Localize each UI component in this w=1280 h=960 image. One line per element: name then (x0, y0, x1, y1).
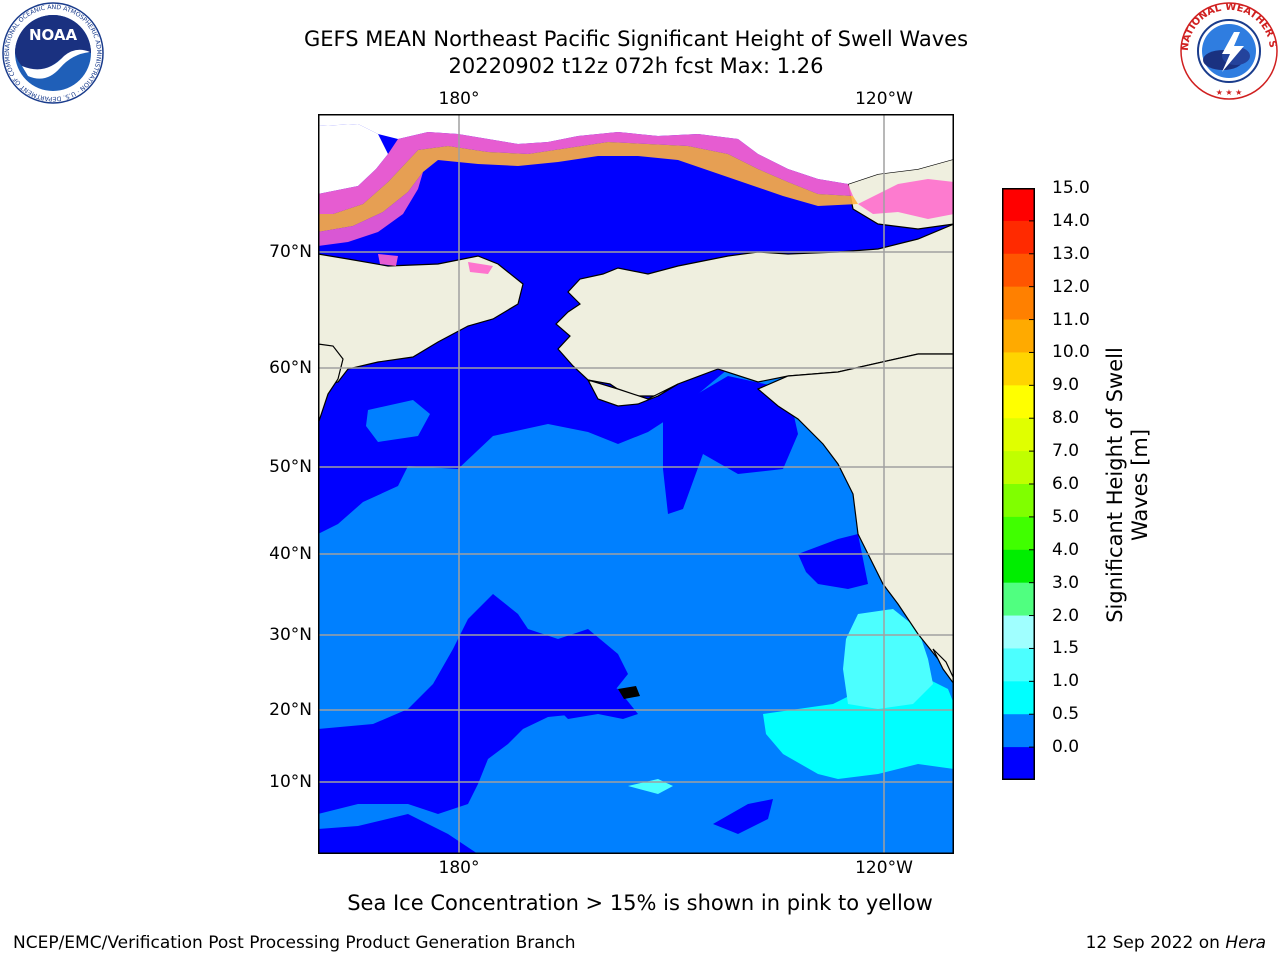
colorbar-tick-label: 11.0 (1052, 309, 1090, 330)
colorbar-swatch (1002, 385, 1035, 419)
footer-date-text: 12 Sep 2022 on (1085, 933, 1220, 953)
land-aleutian-peninsula (586, 379, 679, 407)
colorbar-swatch (1002, 188, 1035, 222)
colorbar-tick-label: 0.0 (1052, 737, 1080, 758)
sea-ice-pink-lower (318, 172, 423, 246)
colorbar-swatch (1002, 681, 1035, 715)
colorbar-label-line2: Waves [m] (1128, 428, 1152, 542)
colorbar-swatch (1002, 747, 1035, 780)
colorbar-swatch (1002, 220, 1035, 255)
colorbar-tick-label: 14.0 (1052, 210, 1090, 231)
colorbar (1002, 188, 1035, 780)
swell-height-map (318, 114, 954, 854)
colorbar-swatch (1002, 615, 1035, 649)
colorbar-swatch (1002, 352, 1035, 386)
lat-label-60n: 60°N (269, 358, 312, 378)
sea-ice-white (318, 114, 954, 184)
colorbar-tick-label: 9.0 (1052, 375, 1080, 396)
swell-region-south (713, 799, 773, 834)
colorbar-swatch (1002, 418, 1035, 452)
map-border (318, 114, 954, 854)
swell-region-hawaii (553, 674, 638, 719)
chart-subtitle: 20220902 t12z 072h fcst Max: 1.26 (448, 54, 824, 78)
colorbar-swatch (1002, 516, 1035, 551)
top-lon-label-180: 180° (438, 89, 480, 109)
footer-date: 12 Sep 2022 on Hera (1086, 933, 1266, 953)
sea-ice-pink-east (858, 179, 954, 219)
sea-ice-pink-chukchi (378, 254, 493, 274)
colorbar-swatch (1002, 714, 1035, 748)
colorbar-tick-label: 4.0 (1052, 539, 1080, 560)
colorbar-swatch (1002, 253, 1035, 288)
bottom-lon-label-120w: 120°W (855, 858, 913, 878)
colorbar-swatch (1002, 451, 1035, 485)
top-lon-label-120w: 120°W (855, 89, 913, 109)
colorbar-tick-label: 2.0 (1052, 605, 1080, 626)
colorbar-tick-label: 15.0 (1052, 178, 1090, 198)
colorbar-tick-label: 12.0 (1052, 276, 1090, 297)
swell-region-gulf-alaska (663, 376, 798, 514)
noaa-logo-text: NOAA (29, 26, 78, 44)
colorbar-swatch (1002, 286, 1035, 321)
land-baja (932, 648, 954, 686)
colorbar-tick-label: 0.5 (1052, 704, 1080, 725)
sea-ice-footnote: Sea Ice Concentration > 15% is shown in … (347, 891, 933, 915)
colorbar-swatch (1002, 319, 1035, 353)
swell-region-west-coast (798, 534, 868, 589)
graticule (318, 114, 954, 854)
footer-machine: Hera (1225, 933, 1266, 953)
lat-label-70n: 70°N (269, 242, 312, 262)
footer-org: NCEP/EMC/Verification Post Processing Pr… (13, 933, 576, 953)
colorbar-tick-label: 13.0 (1052, 243, 1090, 264)
colorbar-tick-label: 1.0 (1052, 671, 1080, 692)
swell-region-subtropics (318, 594, 628, 814)
lat-label-20n: 20°N (269, 700, 312, 720)
colorbar-tick-label: 1.5 (1052, 638, 1080, 659)
bottom-lon-label-180: 180° (438, 858, 480, 878)
colorbar-tick-label: 7.0 (1052, 441, 1080, 462)
colorbar-swatch (1002, 582, 1035, 617)
noaa-logo-icon: NOAA NATIONAL OCEANIC AND ATMOSPHERIC AD… (2, 2, 104, 104)
colorbar-swatch (1002, 549, 1035, 584)
land-chukotka (318, 253, 524, 387)
land-kamchatka (318, 343, 344, 425)
sea-ice-orange-band (318, 142, 858, 232)
sea-ice-white-nw (318, 124, 388, 194)
swell-region-north-blob (366, 400, 430, 442)
nws-logo-icon: NATIONAL WEATHER SERVICE ★ ★ ★ (1178, 2, 1278, 100)
colorbar-tick-label: 3.0 (1052, 572, 1080, 593)
colorbar-label: Significant Height of Swell Waves [m] (1103, 347, 1153, 623)
colorbar-tick-label: 6.0 (1052, 474, 1080, 494)
land-hawaii-island (618, 686, 640, 699)
land-canada-coast (756, 353, 954, 680)
colorbar-tick-label: 10.0 (1052, 342, 1090, 363)
swell-region-light-cyan (843, 609, 933, 709)
colorbar-swatch (1002, 484, 1035, 518)
lat-label-50n: 50°N (269, 457, 312, 477)
colorbar-tick-label: 8.0 (1052, 408, 1080, 429)
colorbar-tick-label: 5.0 (1052, 506, 1080, 527)
colorbar-label-line1: Significant Height of Swell (1103, 347, 1127, 623)
swell-region-south-west (318, 814, 478, 854)
chart-title: GEFS MEAN Northeast Pacific Significant … (303, 27, 969, 51)
lat-label-10n: 10°N (269, 772, 312, 792)
lat-label-30n: 30°N (269, 625, 312, 645)
nws-stars-icon: ★ ★ ★ (1216, 88, 1243, 97)
colorbar-swatch (1002, 648, 1035, 682)
lat-label-40n: 40°N (269, 544, 312, 564)
